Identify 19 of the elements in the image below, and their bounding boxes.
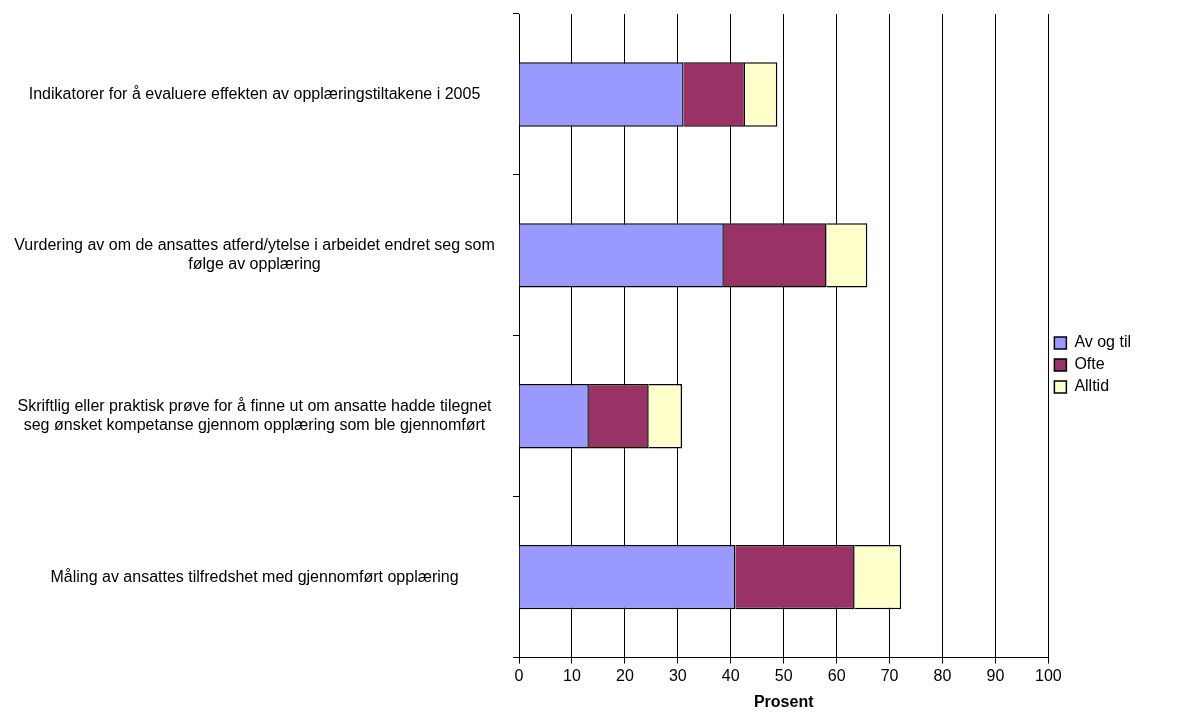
legend-label: Av og til	[1074, 333, 1131, 351]
x-tick-label: 50	[774, 666, 793, 684]
x-tick-label: 70	[880, 666, 899, 684]
x-tick-label: 10	[563, 666, 581, 684]
x-tick-label: 80	[933, 666, 952, 684]
y-tick-label: Måling av ansattes tilfredshet med gjennomført opplæring	[50, 567, 459, 585]
x-tick-label: 60	[827, 666, 846, 684]
x-tick-label: 30	[668, 666, 687, 684]
x-axis-title: Prosent	[753, 692, 815, 710]
x-tick-label: 90	[986, 666, 1005, 684]
legend-label: Ofte	[1074, 355, 1105, 373]
x-tick-label: 40	[721, 666, 740, 684]
x-tick-label: 20	[615, 666, 634, 684]
legend-label: Alltid	[1074, 377, 1110, 395]
y-tick-label: Skriftlig eller praktisk prøve for å finne ut om ansatte hadde tilegnet seg ønsket kompetanse gjennom opplæring som ble gjennomført	[17, 397, 493, 434]
x-tick-label: 0	[514, 666, 524, 684]
y-tick-label: Indikatorer for å evaluere effekten av opplæringstiltakene i 2005	[28, 84, 481, 102]
x-tick-label: 100	[1035, 666, 1062, 684]
y-tick-label: Vurdering av om de ansattes atferd/ytelse i arbeidet endret seg som følge av opplæring	[14, 236, 495, 273]
